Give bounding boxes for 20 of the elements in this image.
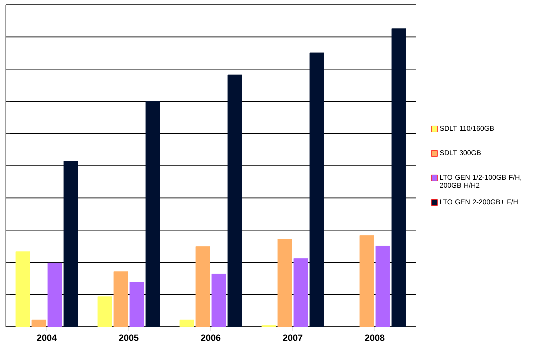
- bar: [294, 258, 308, 327]
- bar: [196, 246, 210, 327]
- bar: [310, 52, 324, 327]
- bar: [48, 262, 62, 327]
- bar: [114, 272, 128, 327]
- bar: [32, 320, 46, 327]
- bar: [376, 246, 390, 327]
- bar: [278, 239, 292, 327]
- bar: [64, 161, 78, 327]
- bar: [212, 274, 226, 327]
- x-tick-label: 2007: [283, 334, 303, 342]
- x-tick-label: 2005: [119, 334, 139, 342]
- x-tick-label: 2006: [201, 334, 221, 342]
- bar: [392, 28, 406, 327]
- x-tick-label: 2004: [37, 334, 57, 342]
- bar: [360, 236, 374, 327]
- x-tick-label: 2008: [365, 334, 385, 342]
- bar: [130, 282, 144, 327]
- bar: [146, 101, 160, 327]
- bar: [228, 74, 242, 327]
